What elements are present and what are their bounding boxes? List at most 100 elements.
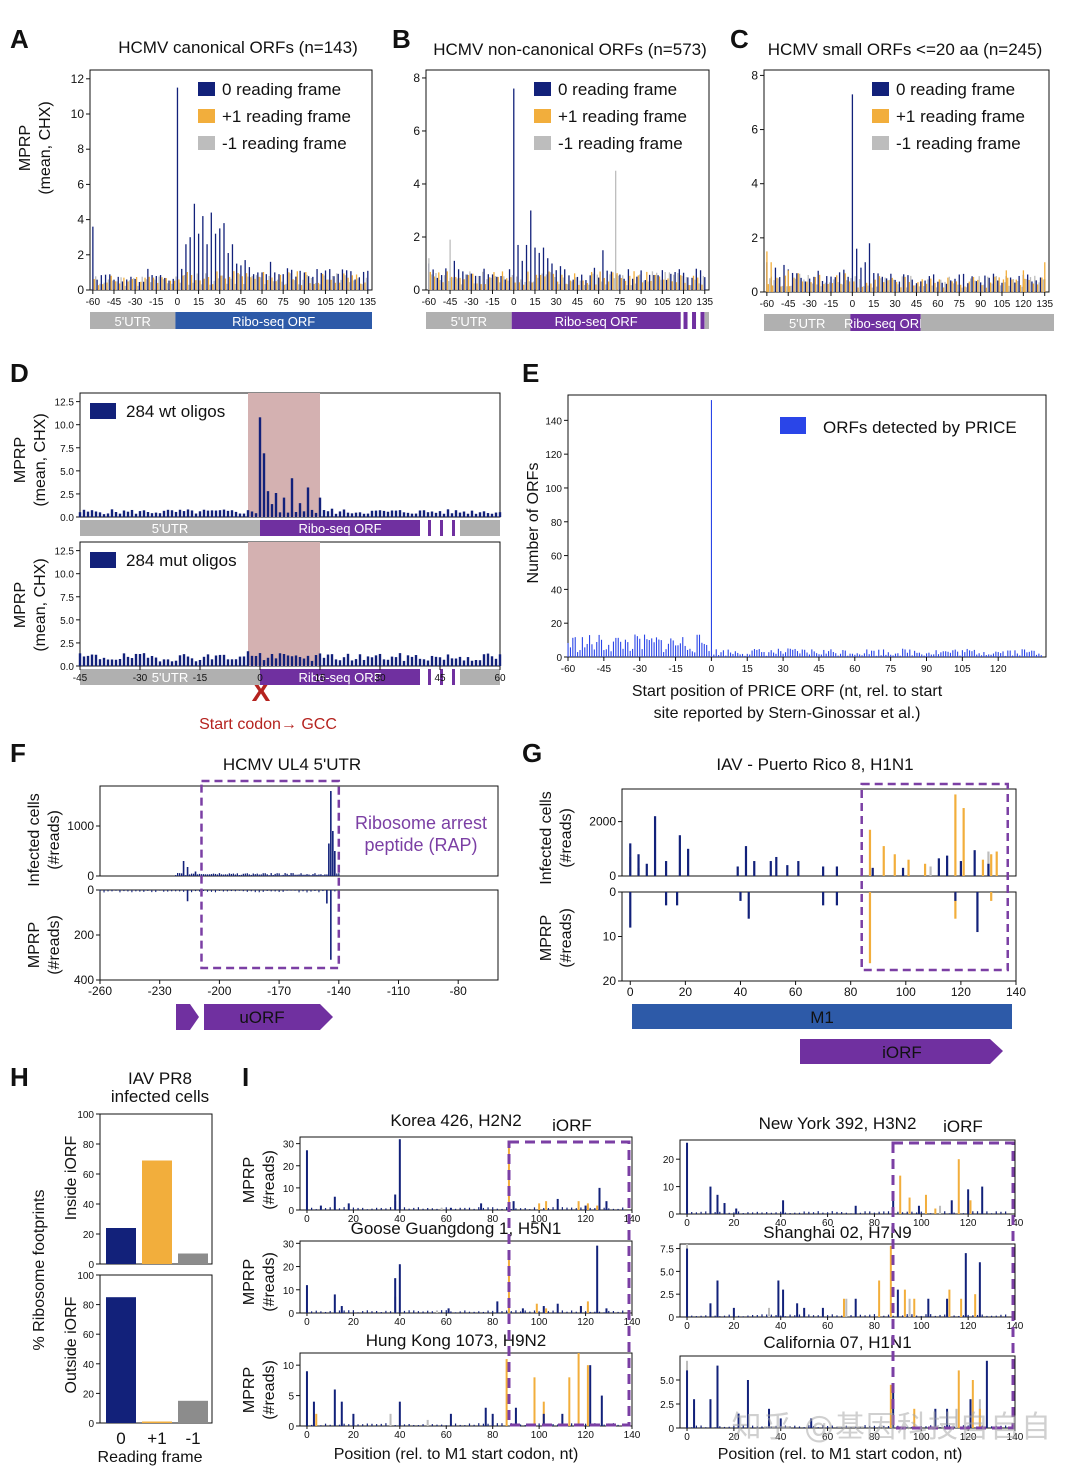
panel-i-sub2-bar-base [691,1212,693,1214]
panel-i-sub6-bar-base [864,1425,866,1428]
panel-d-mut-ytick-label: 10.0 [55,570,75,581]
panel-h-xtick-label: 0 [116,1429,125,1448]
panel-c-bar [881,276,883,292]
panel-e-bar [701,642,703,657]
panel-e-bar [756,649,758,657]
panel-c-bar [814,277,816,292]
panel-i-sub3-xtick-label: 100 [531,1317,548,1328]
panel-f-top-bar [248,874,250,876]
panel-i-sub1-bar-base [506,1207,508,1210]
panel-e-bar [947,651,949,657]
panel-i-sub5-bar-blue [340,1401,343,1426]
panel-e-bar [634,634,636,657]
panel-b-bar [677,273,679,290]
panel-i-sub3-bar-base [427,1310,429,1313]
panel-b-bar [602,250,604,290]
panel-i-sub3-bar-base [473,1311,475,1313]
panel-i-sub4-bar-orange [878,1280,881,1317]
panel-i-sub3-xtick-label: 20 [348,1317,360,1328]
panel-a-xtick-label: 15 [193,297,205,308]
panel-d-mut-bar [94,654,98,666]
panel-i-sub6-frame [679,1355,1016,1429]
panel-d-wt-bar [238,513,242,517]
panel-i-sub5-bar-blue [561,1413,564,1426]
panel-d-mut-bar [422,659,426,666]
panel-d-wt-bar [150,513,154,517]
panel-d-wt-bar [114,512,118,517]
watermark: 知乎 @基因科技自自自 [731,1410,1052,1445]
panel-b-bar [549,272,552,290]
panel-i-sub2-bar-base [962,1213,965,1214]
panel-i-sub5-bar-base [324,1423,327,1426]
panel-i-sub2-bar-orange [924,1194,927,1214]
panel-i-sub2-bar-base [990,1213,993,1214]
panel-b-track-orf-stripe [683,312,688,329]
panel-e-bar [844,650,846,657]
panel-b-bar [665,279,668,290]
panel-e-bar [861,655,863,657]
panel-f-top-bar [256,873,258,876]
panel-a-bar [207,277,210,290]
panel-f-bottom-bar [234,890,236,892]
panel-i-sub4-bar-base [962,1315,965,1317]
panel-d-mut-bar [366,656,370,666]
panel-c-bar [784,275,787,292]
panel-a-bar [248,267,251,290]
panel-i-sub1-title: Korea 426, H2N2 [390,1111,521,1130]
panel-i-sub4-bar-base [784,1316,787,1317]
panel-i-sub3-xtick-label: 120 [577,1317,594,1328]
panel-e-bar [720,652,722,657]
panel-d-wt-bar [426,512,430,517]
panel-d-mut-bar [434,656,438,666]
panel-g-top-bar-blue [973,850,976,876]
panel-f-top-bar [286,873,288,876]
panel-e-bar [887,652,889,657]
panel-e-bar [703,643,705,657]
panel-b-bar [589,275,591,290]
panel-a-bar [278,274,280,290]
panel-b-ytick-label: 4 [413,177,420,191]
panel-f-top-bar [326,874,328,876]
panel-i-sub3-bar-base [338,1310,341,1313]
panel-b-bar [648,274,651,290]
panel-i-sub4-bar-orange [842,1298,845,1317]
panel-f-top-bar [244,873,246,876]
panel-f-top-bar [242,873,244,876]
panel-i-sub6-xtick-label: 60 [822,1432,834,1443]
panel-i-sub1-bar-blue [347,1203,350,1210]
panel-i-sub3-bar-base [352,1310,354,1313]
panel-d-wt-bar [246,510,250,517]
panel-e-bar [572,637,574,657]
panel-c-bar [923,286,925,292]
panel-d-wt-bar [474,513,478,517]
panel-b-bar [552,273,555,290]
panel-d-mut-bar [270,653,274,666]
panel-i-sub3-bar-base [617,1311,619,1313]
panel-a-track-utr [90,312,176,329]
panel-i-sub1-bar-base [492,1207,494,1210]
panel-d-mut-bar [146,657,150,666]
panel-f-top-bar [216,874,219,876]
panel-a-bar [264,284,266,290]
panel-i-sub6-bar-base [761,1426,763,1428]
panel-f-bottom-bar [282,890,284,892]
panel-d-mut-bar [246,651,250,666]
panel-e-bar [885,654,887,657]
panel-d-wt-bar [350,513,354,517]
panel-a-bar [275,281,277,290]
panel-i-sub5-bar-orange [542,1401,545,1426]
panel-c-bar [1035,280,1037,292]
panel-c-bar [837,282,839,292]
panel-i-sub2-bar-base [995,1211,997,1214]
panel-e-bar [851,653,854,657]
panel-b-bar [504,279,506,290]
panel-i-sub3-bar-base [533,1310,536,1313]
panel-f-bottom-bar [143,890,145,892]
panel-i-sub1-bar-orange [596,1205,599,1210]
panel-g-xtick-label: 0 [627,985,634,999]
panel-e-bar [629,650,631,657]
panel-a-bar [247,276,249,290]
panel-i-sub2-bar-blue [686,1142,689,1214]
panel-a-xtick-label: 135 [359,297,376,308]
panel-f-top-bar [204,874,207,876]
